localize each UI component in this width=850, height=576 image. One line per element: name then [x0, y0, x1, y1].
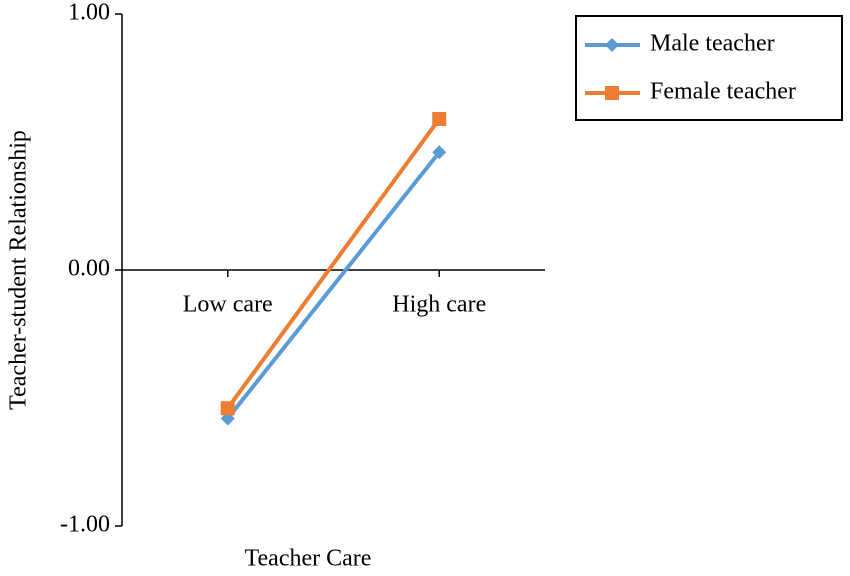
data-point [432, 111, 447, 126]
y-tick-label: 0.00 [68, 256, 110, 282]
legend-box [575, 15, 843, 121]
series-line [226, 150, 441, 420]
legend-label: Male teacher [650, 31, 775, 57]
y-axis-title: Teacher-student Relationship [6, 130, 32, 410]
data-point [432, 145, 447, 160]
x-axis-title: Teacher Care [245, 546, 372, 572]
legend-marker [605, 38, 619, 52]
data-point [220, 401, 235, 416]
x-tick-label: High care [392, 292, 486, 318]
y-tick-label: -1.00 [60, 512, 110, 538]
legend-marker [605, 86, 619, 100]
legend-label: Female teacher [650, 79, 796, 105]
y-tick-label: 1.00 [68, 0, 110, 26]
series-line [226, 117, 441, 410]
x-tick-label: Low care [183, 292, 273, 318]
